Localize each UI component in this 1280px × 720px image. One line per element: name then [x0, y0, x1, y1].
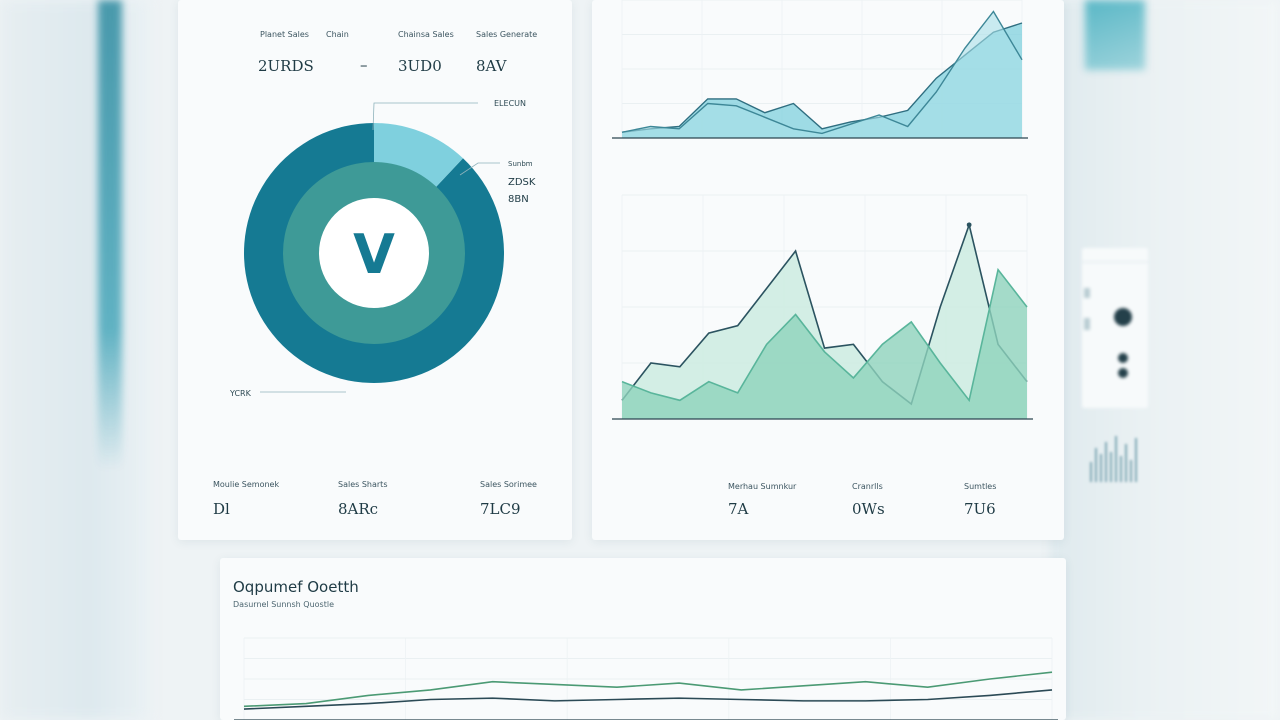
background-accent-left	[98, 0, 122, 470]
footer-label-3: Sales Sorimee	[480, 480, 537, 489]
background-accent-right	[1085, 0, 1145, 70]
callout-label-3: ZDSK	[508, 177, 536, 188]
side-bar	[1095, 448, 1097, 482]
header-label-4: Sales Generate	[476, 30, 538, 39]
side-bar	[1090, 462, 1092, 482]
chart-footer-label-2: Cranrlls	[852, 482, 883, 491]
callout-line-2	[459, 162, 500, 176]
line-charts-card: Merhau Sumnkur Cranrlls Sumtles 7A 0Ws 7…	[592, 0, 1064, 540]
callout-line-1	[372, 102, 478, 131]
footer-label-1: Moulie Semonek	[213, 480, 280, 489]
side-card-graphic	[1082, 261, 1148, 378]
chart-mid-series-2-area	[622, 269, 1027, 419]
chart-footer-label-3: Sumtles	[964, 482, 997, 491]
chart-top-series-2-line	[621, 10, 1023, 135]
side-bar	[1135, 438, 1137, 482]
header-value-1: 2URDS	[258, 57, 314, 75]
chart-mid-series-1-line	[621, 222, 1028, 406]
callout-label-5: YCRK	[229, 389, 252, 398]
logo-letter: V	[353, 223, 395, 286]
donut-center	[319, 198, 429, 308]
side-card-blurred	[1082, 248, 1148, 408]
chart-footer-value-2: 0Ws	[852, 500, 885, 518]
side-bar	[1115, 436, 1117, 482]
side-bar	[1130, 460, 1132, 482]
side-bar	[1100, 454, 1102, 482]
side-bar	[1120, 456, 1122, 482]
footer-value-1: Dl	[213, 500, 230, 518]
footer-value-3: 7LC9	[480, 500, 521, 518]
footer-label-2: Sales Sharts	[338, 480, 388, 489]
area-charts	[612, 0, 1033, 420]
bottom-line-chart	[234, 637, 1058, 720]
donut-card: Planet Sales Chain Chainsa Sales Sales G…	[178, 0, 572, 540]
chart-footer-value-3: 7U6	[964, 500, 996, 518]
background-blur-left	[0, 0, 150, 720]
chart-mid-peak-point	[966, 222, 972, 228]
side-bars-blurred	[1090, 436, 1137, 482]
header-label-3: Chainsa Sales	[398, 30, 454, 39]
bottom-chart-title: Oqpumef Ooetth	[233, 578, 359, 596]
chart-top-series-2-area	[622, 11, 1022, 138]
bottom-chart-subtitle: Dasurnel Sunnsh Quostle	[233, 600, 334, 609]
callout-label-4: 8BN	[508, 194, 529, 205]
side-bar	[1105, 442, 1107, 482]
chart-mid-series-2-line	[621, 267, 1028, 403]
chart-bottom-series-1-line	[243, 671, 1053, 708]
chart-footer-value-1: 7A	[728, 500, 749, 518]
chart-bottom-series-2-line	[243, 689, 1053, 710]
header-label-2: Chain	[326, 30, 349, 39]
callout-label-1: ELECUN	[494, 99, 526, 108]
donut-chart: V ELECUN Sunbm ZDSK 8BN YCRK	[229, 99, 536, 398]
chart-footer-label-1: Merhau Sumnkur	[728, 482, 797, 491]
bottom-chart-card: Oqpumef Ooetth Dasurnel Sunnsh Quostle	[220, 558, 1066, 720]
header-label-1: Planet Sales	[260, 30, 309, 39]
side-bar	[1110, 452, 1112, 482]
side-bar	[1125, 444, 1127, 482]
header-value-4: 8AV	[476, 57, 507, 75]
footer-value-2: 8ARc	[338, 500, 379, 518]
header-value-3: 3UD0	[398, 57, 442, 75]
callout-label-2: Sunbm	[508, 160, 533, 168]
header-value-2: –	[360, 56, 368, 74]
